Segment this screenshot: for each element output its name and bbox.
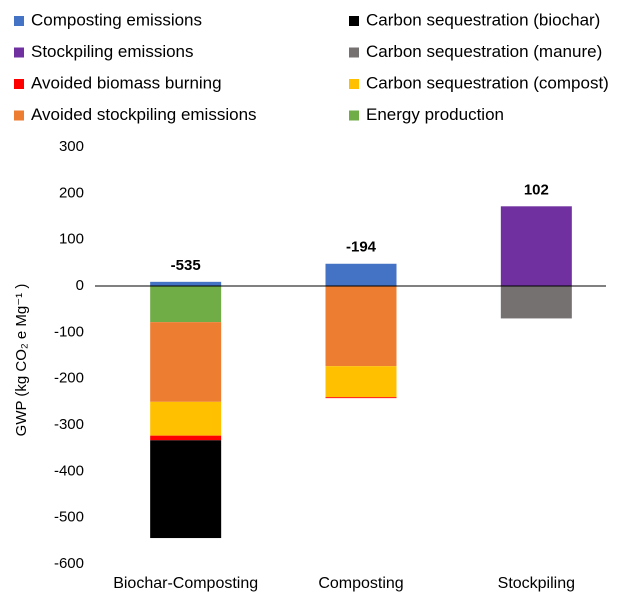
x-tick-label: Biochar-Composting	[113, 575, 258, 592]
legend-label: Carbon sequestration (biochar)	[366, 10, 600, 29]
y-tick-label: -500	[54, 509, 84, 526]
bar-segment	[500, 286, 572, 319]
total-label: -194	[346, 239, 377, 256]
legend-label: Carbon sequestration (manure)	[366, 42, 602, 61]
legend-swatch	[349, 47, 359, 58]
y-tick-label: -100	[54, 323, 84, 340]
y-tick-label: 100	[59, 231, 84, 248]
y-tick-label: 200	[59, 184, 84, 201]
total-label: 102	[524, 181, 549, 198]
legend-label: Composting emissions	[31, 10, 202, 29]
bar-segment	[150, 286, 222, 323]
legend-swatch	[349, 110, 359, 121]
legend-swatch	[349, 79, 359, 89]
bar-segment	[325, 286, 397, 367]
bar-segment	[325, 397, 397, 399]
legend-swatch	[14, 110, 24, 121]
y-tick-label: -600	[54, 555, 84, 572]
bar-segment	[325, 263, 397, 286]
bar-segment	[150, 322, 222, 402]
bar-segment	[150, 281, 222, 286]
y-tick-label: -400	[54, 462, 84, 479]
legend-swatch	[349, 16, 359, 26]
legend-label: Energy production	[366, 105, 504, 124]
bar-segment	[150, 440, 222, 539]
bar-segment	[150, 435, 222, 441]
bar-segment	[325, 366, 397, 398]
legend-label: Carbon sequestration (compost)	[366, 73, 609, 92]
legend-swatch	[14, 79, 24, 89]
total-label: -535	[171, 257, 201, 274]
bar-segment	[500, 206, 572, 286]
y-axis-title: GWP (kg CO₂ e Mg⁻¹ )	[13, 284, 30, 437]
legend-swatch	[14, 47, 24, 58]
y-tick-label: -200	[54, 370, 84, 387]
y-tick-label: 300	[59, 138, 84, 155]
x-tick-label: Composting	[318, 575, 403, 592]
y-tick-label: -300	[54, 416, 84, 433]
y-tick-label: 0	[76, 277, 84, 294]
legend-label: Avoided stockpiling emissions	[31, 105, 257, 124]
legend-label: Stockpiling emissions	[31, 42, 194, 61]
x-tick-label: Stockpiling	[498, 575, 575, 592]
legend-swatch	[14, 16, 24, 26]
legend-label: Avoided biomass burning	[31, 73, 222, 92]
bar-segment	[150, 401, 222, 436]
